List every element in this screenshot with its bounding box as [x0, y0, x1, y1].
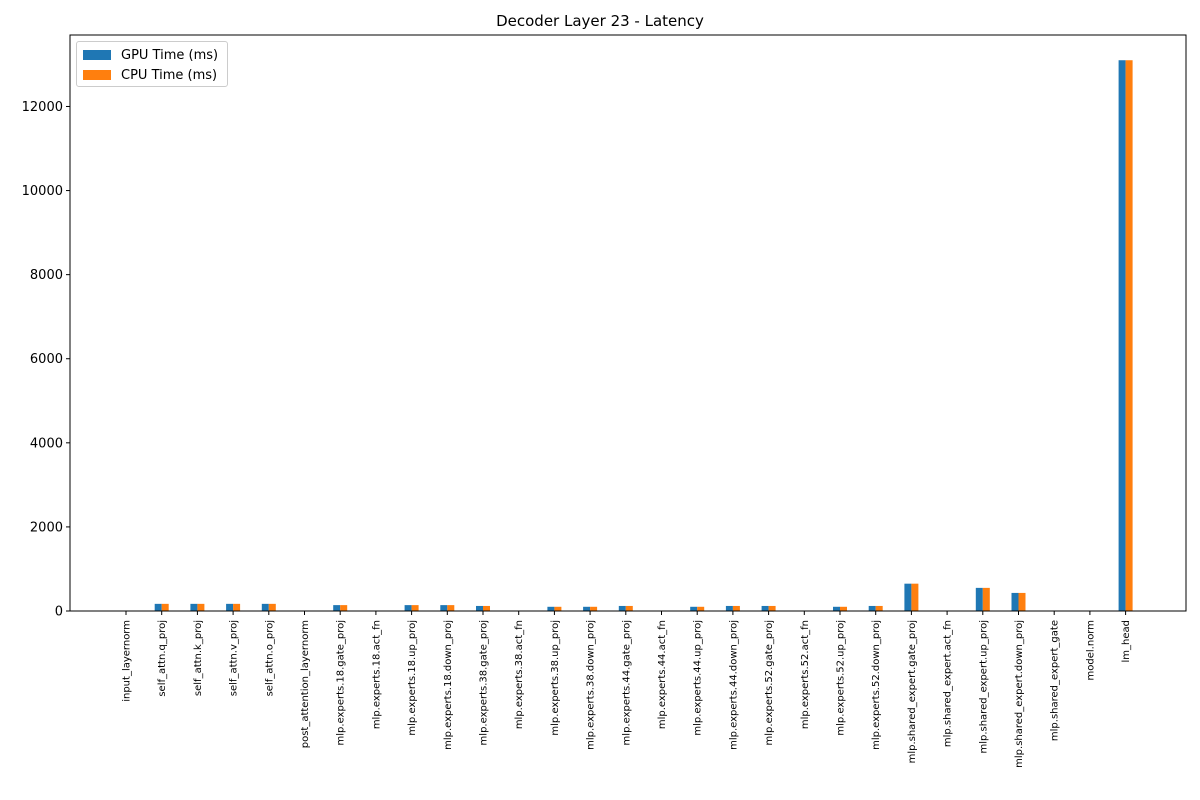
x-tick-label-22: mlp.shared_expert.gate_proj	[907, 620, 918, 763]
plot-frame	[69, 34, 1187, 612]
cpu-bar-10	[483, 605, 490, 611]
gpu-bar-1	[154, 603, 162, 611]
x-tick-label-11: mlp.experts.38.act_fn	[514, 620, 525, 729]
cpu-bar-20	[840, 606, 847, 611]
x-tick-label-10: mlp.experts.38.gate_proj	[479, 620, 490, 745]
cpu-bar-6	[340, 605, 348, 611]
gpu-bar-24	[975, 587, 983, 611]
x-tick-label-0: input_layernorm	[122, 620, 133, 702]
gpu-bar-22	[904, 583, 912, 611]
legend-label-gpu: GPU Time (ms)	[121, 47, 219, 63]
x-tick-label-5: post_attention_layernorm	[300, 620, 311, 748]
legend-label-cpu: CPU Time (ms)	[121, 67, 218, 83]
legend-entry-gpu: GPU Time (ms)	[83, 47, 218, 63]
cpu-bar-1	[161, 603, 169, 611]
y-tick-label-1: 2000	[30, 520, 63, 535]
cpu-bar-25	[1018, 592, 1026, 611]
legend-swatch-gpu	[83, 50, 111, 60]
y-tick-label-0: 0	[55, 605, 63, 620]
x-tick-label-15: mlp.experts.44.act_fn	[657, 620, 668, 729]
x-tick-label-28: lm_head	[1121, 620, 1132, 663]
cpu-bar-14	[625, 605, 633, 611]
x-tick-label-9: mlp.experts.18.down_proj	[443, 620, 454, 750]
cpu-bar-17	[732, 605, 740, 611]
y-tick-label-2: 4000	[30, 436, 63, 451]
gpu-bar-8	[404, 605, 412, 611]
y-tick-label-3: 6000	[30, 352, 63, 367]
x-tick-label-23: mlp.shared_expert.act_fn	[943, 620, 954, 747]
cpu-bar-9	[447, 605, 455, 611]
y-tick-label-6: 12000	[22, 100, 63, 115]
cpu-bar-22	[911, 583, 919, 611]
x-tick-label-18: mlp.experts.52.gate_proj	[764, 620, 775, 745]
legend: GPU Time (ms) CPU Time (ms)	[76, 41, 228, 87]
x-tick-label-24: mlp.shared_expert.up_proj	[978, 620, 989, 754]
gpu-bar-2	[190, 603, 198, 611]
x-tick-label-2: self_attn.k_proj	[193, 620, 204, 696]
x-tick-label-13: mlp.experts.38.down_proj	[586, 620, 597, 750]
x-tick-label-16: mlp.experts.44.up_proj	[693, 620, 704, 736]
cpu-bar-18	[768, 605, 776, 611]
cpu-bar-3	[233, 603, 241, 611]
x-tick-label-20: mlp.experts.52.up_proj	[836, 620, 847, 736]
chart-title: Decoder Layer 23 - Latency	[496, 12, 704, 30]
x-tick-label-26: mlp.shared_expert_gate	[1050, 620, 1061, 741]
cpu-bar-21	[875, 605, 883, 611]
x-tick-label-25: mlp.shared_expert.down_proj	[1014, 620, 1025, 768]
y-tick-label-5: 10000	[22, 184, 63, 199]
x-tick-label-6: mlp.experts.18.gate_proj	[336, 620, 347, 745]
gpu-bar-28	[1118, 60, 1126, 612]
x-tick-label-14: mlp.experts.44.gate_proj	[621, 620, 632, 745]
gpu-bar-6	[333, 605, 341, 611]
cpu-bar-28	[1125, 60, 1133, 612]
gpu-bar-13	[583, 606, 591, 611]
cpu-bar-4	[268, 603, 276, 611]
y-tick-label-4: 8000	[30, 268, 63, 283]
cpu-bar-24	[982, 587, 990, 611]
x-tick-label-21: mlp.experts.52.down_proj	[871, 620, 882, 750]
gpu-bar-10	[476, 605, 483, 611]
gpu-bar-4	[261, 603, 269, 611]
legend-entry-cpu: CPU Time (ms)	[83, 67, 217, 83]
gpu-bar-3	[226, 603, 234, 611]
gpu-bar-12	[547, 606, 555, 611]
gpu-bar-25	[1011, 592, 1019, 611]
x-tick-label-8: mlp.experts.18.up_proj	[407, 620, 418, 736]
gpu-bar-21	[868, 605, 876, 611]
gpu-bar-16	[690, 606, 698, 611]
cpu-bar-16	[697, 606, 705, 611]
x-tick-label-27: model.norm	[1085, 620, 1096, 680]
gpu-bar-14	[618, 605, 626, 611]
gpu-bar-9	[440, 605, 448, 611]
cpu-bar-2	[197, 603, 205, 611]
cpu-bar-12	[554, 606, 562, 611]
legend-swatch-cpu	[83, 70, 111, 80]
x-tick-label-4: self_attn.o_proj	[264, 620, 275, 696]
cpu-bar-8	[411, 605, 419, 611]
x-tick-label-12: mlp.experts.38.up_proj	[550, 620, 561, 736]
x-tick-label-19: mlp.experts.52.act_fn	[800, 620, 811, 729]
gpu-bar-18	[761, 605, 769, 611]
x-tick-label-7: mlp.experts.18.act_fn	[371, 620, 382, 729]
gpu-bar-20	[833, 606, 840, 611]
cpu-bar-13	[590, 606, 598, 611]
gpu-bar-17	[725, 605, 733, 611]
x-tick-label-3: self_attn.v_proj	[229, 620, 240, 696]
x-tick-label-17: mlp.experts.44.down_proj	[728, 620, 739, 750]
x-tick-label-1: self_attn.q_proj	[157, 620, 168, 697]
